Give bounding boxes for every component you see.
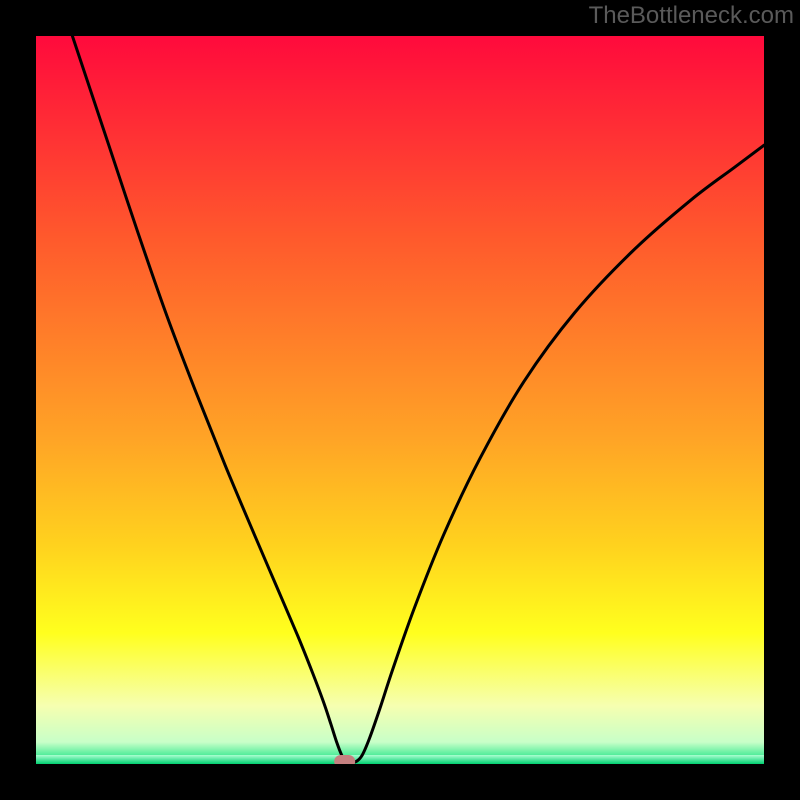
plot-area (36, 36, 764, 764)
watermark-text: TheBottleneck.com (589, 2, 794, 30)
chart-container: TheBottleneck.com (0, 0, 800, 800)
optimum-marker (335, 755, 355, 764)
bottleneck-curve (72, 36, 764, 762)
curve-layer (36, 36, 764, 764)
